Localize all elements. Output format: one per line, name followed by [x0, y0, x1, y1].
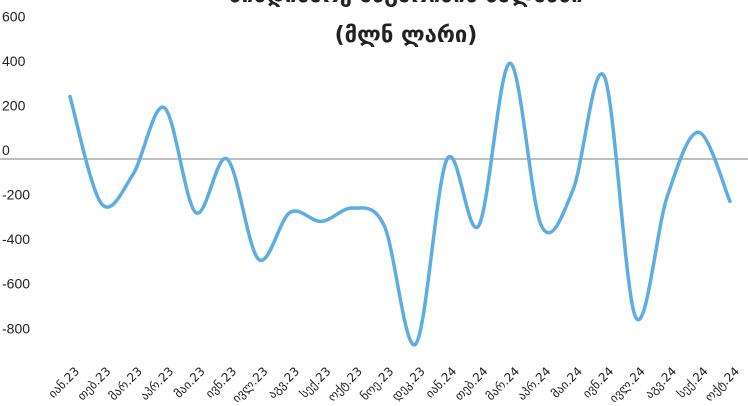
x-tick-label: მარ.24 [483, 364, 522, 403]
x-tick-label: ნოე.23 [358, 364, 397, 403]
chart-title-line-2: (მლნ ლარი) [335, 23, 478, 48]
y-tick-label: -800 [2, 320, 30, 336]
y-tick-label: 600 [2, 8, 26, 24]
x-tick-label: თებ.23 [75, 364, 114, 403]
x-tick-label: მარ.23 [106, 364, 145, 403]
x-tick-label: მაი.23 [171, 364, 208, 401]
y-tick-label: -600 [2, 276, 30, 292]
x-tick-label: თებ.24 [452, 364, 491, 403]
x-tick-label: დეკ.23 [389, 364, 428, 403]
y-tick-label: -400 [2, 231, 30, 247]
series-line [68, 61, 732, 347]
x-tick-label: ოქტ.23 [325, 364, 365, 404]
x-tick-label: ოქტ.24 [702, 364, 742, 404]
x-tick-label: აგვ.23 [265, 364, 302, 401]
y-tick-label: 200 [2, 97, 26, 113]
y-tick-label: 0 [2, 142, 10, 158]
x-tick-label: აგვ.24 [642, 364, 679, 401]
x-tick-label: აპრ.23 [138, 364, 177, 403]
x-tick-label: მაი.24 [548, 364, 585, 401]
x-tick-label: აპრ.24 [515, 364, 554, 403]
x-axis-ticks: იან.23თებ.23მარ.23აპრ.23მაი.23ივნ.23ივლ.… [46, 364, 743, 405]
y-tick-label: 400 [2, 53, 26, 69]
chart-title-line-1: მიმდინარე ანგარიშის ბალანსი [229, 0, 583, 8]
x-tick-label: ივლ.24 [607, 364, 648, 405]
y-tick-label: -200 [2, 187, 30, 203]
y-axis-ticks: 600 400 200 0 -200 -400 -600 -800 [2, 8, 30, 336]
x-tick-label: ივლ.23 [230, 364, 271, 405]
chart-title: მიმდინარე ანგარიშის ბალანსი (მლნ ლარი) [229, 0, 583, 48]
